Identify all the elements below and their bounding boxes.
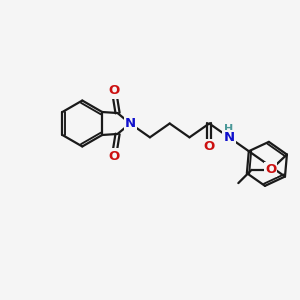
Text: O: O <box>108 84 120 98</box>
Text: O: O <box>204 140 215 153</box>
Text: N: N <box>124 117 136 130</box>
Text: O: O <box>108 150 120 163</box>
Text: N: N <box>224 131 235 144</box>
Text: H: H <box>224 124 234 134</box>
Text: O: O <box>265 163 276 176</box>
